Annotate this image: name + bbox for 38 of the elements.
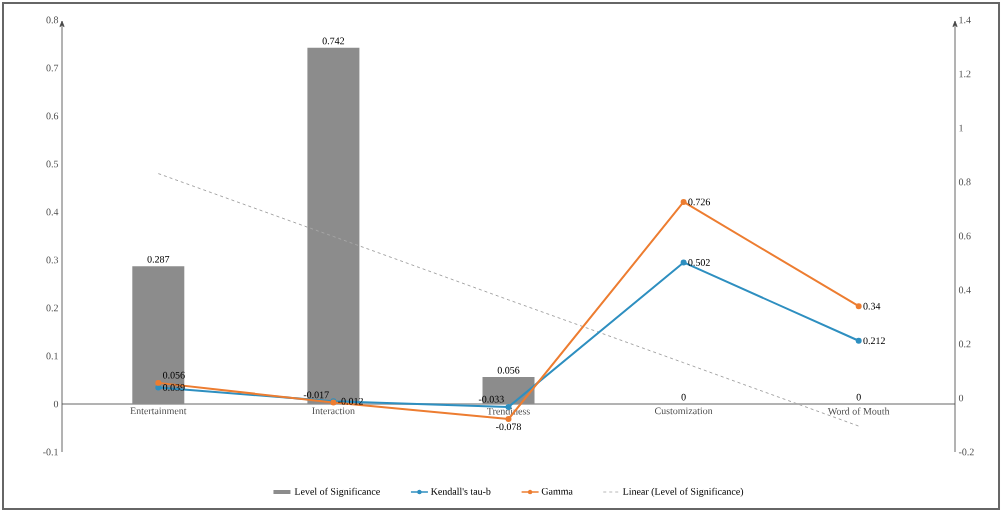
y2-tick-label: 1.4 (959, 16, 971, 24)
data-label: 0.212 (863, 337, 885, 345)
y-tick-label: 0 (53, 400, 59, 408)
x-tick-label: Customization (654, 407, 713, 415)
y-tick-label: 0.8 (46, 16, 59, 24)
data-label: 0.742 (322, 37, 345, 45)
x-tick-label: Word of Mouth (827, 407, 890, 415)
data-label: 0 (681, 393, 686, 401)
legend-label: Level of Significance (294, 487, 380, 497)
data-label: 0.726 (688, 198, 711, 206)
x-tick-label: Interaction (312, 407, 355, 415)
data-label: 0 (856, 393, 861, 401)
legend-label: Linear (Level of Significance) (622, 487, 744, 497)
y-tick-label: 0.4 (46, 208, 59, 216)
y2-tick-label: 0.6 (958, 232, 971, 240)
y2-tick-label: 1 (959, 124, 963, 132)
y-tick-label: 0.6 (46, 112, 59, 120)
y-tick-label: 0.2 (46, 304, 58, 312)
data-label: 0.039 (163, 384, 185, 391)
legend-label: Kendall's tau-b (430, 487, 491, 495)
y-tick-label: 0.3 (46, 256, 59, 264)
data-label: 0.502 (688, 259, 710, 266)
y2-tick-label: -0.2 (958, 448, 974, 456)
data-label: 0.287 (147, 255, 170, 263)
y2-tick-label: 0.2 (958, 340, 971, 348)
data-label: 0.056 (497, 366, 520, 374)
data-label: -0.078 (496, 423, 521, 431)
y-tick-label: 0.1 (46, 352, 58, 360)
y-tick-label: -0.1 (43, 448, 58, 456)
data-label: 0.34 (863, 302, 881, 310)
y2-tick-label: 1.2 (959, 70, 971, 78)
y-tick-label: 0.5 (46, 160, 59, 168)
y-tick-label: 0.7 (46, 64, 59, 72)
y2-tick-label: 0.4 (958, 286, 971, 294)
y2-tick-label: 0 (958, 394, 964, 402)
y2-tick-label: 0.8 (958, 178, 971, 186)
x-tick-label: Entertainment (130, 407, 187, 415)
legend-label: Gamma (541, 487, 573, 495)
